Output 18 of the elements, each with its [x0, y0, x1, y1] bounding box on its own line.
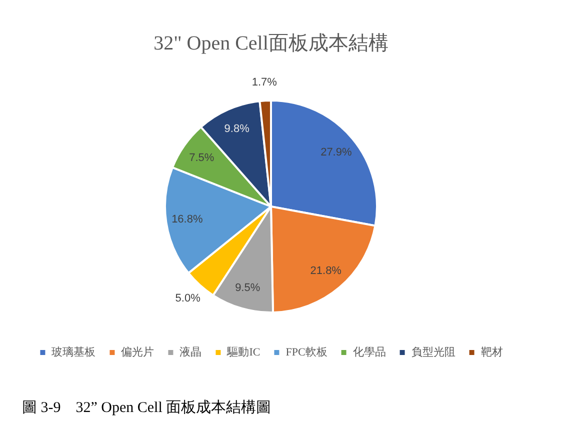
caption: 圖 3-9 32” Open Cell 面板成本結構圖 — [22, 398, 272, 417]
data-label: 16.8% — [172, 213, 203, 226]
data-label: 5.0% — [175, 292, 201, 305]
legend-label: 化學品 — [352, 346, 386, 358]
legend-label: 負型光阻 — [411, 345, 456, 358]
data-label: 9.5% — [235, 282, 260, 294]
legend-label: 靶材 — [480, 345, 503, 358]
chart-title: 32" Open Cell面板成本結構 — [154, 32, 388, 54]
legend-label: 驅動IC — [226, 346, 260, 358]
data-label: 27.9% — [320, 146, 352, 158]
legend-label: 液晶 — [180, 345, 202, 358]
data-label: 7.5% — [189, 152, 214, 164]
data-label: 21.8% — [310, 265, 342, 278]
data-label: 9.8% — [224, 122, 250, 135]
legend-label: FPC軟板 — [286, 346, 328, 358]
legend-label: 偏光片 — [121, 345, 154, 358]
data-label: 1.7% — [252, 76, 278, 89]
legend-label: 玻璃基板 — [52, 345, 96, 358]
